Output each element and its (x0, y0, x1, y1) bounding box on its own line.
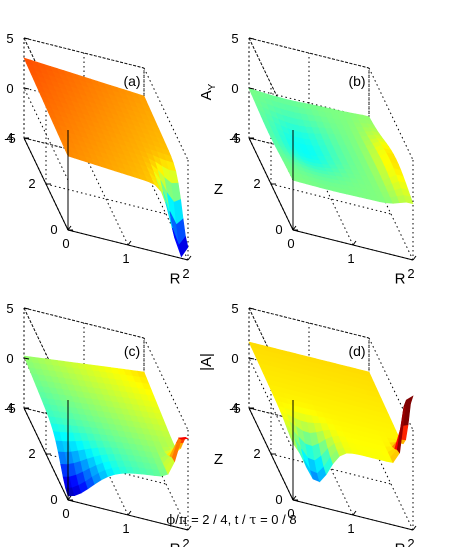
z-tick-label: 2 (28, 176, 35, 191)
r-tick-label: 1 (347, 251, 354, 266)
r-axis-title: R (395, 540, 406, 547)
r-tick-label: 1 (122, 521, 129, 536)
r-tick-label: 1 (347, 521, 354, 536)
grid-line (368, 437, 414, 531)
r-axis-title: R (170, 540, 181, 547)
value-tick-label: 0 (6, 81, 13, 96)
grid-line (143, 167, 189, 261)
caption-slash: / (238, 512, 250, 527)
r-tick (292, 225, 297, 231)
value-tick (23, 307, 30, 310)
value-axis-title: AY (198, 83, 218, 100)
panel-a: -505012024RZAX(a) (4, 31, 192, 287)
panel-label: (d) (348, 343, 365, 359)
value-axis-title: |A| (198, 353, 215, 371)
r-tick-label: 0 (287, 236, 294, 251)
r-tick (187, 255, 192, 261)
z-tick-label: 4 (231, 400, 238, 415)
panel-c: -505012024RZAZ(c) (4, 301, 192, 547)
z-tick-label: 4 (6, 130, 13, 145)
figure-caption: ϕ/π = 2 / 4, t / τ = 0 / 8 (0, 512, 463, 528)
surface-patch (403, 395, 414, 408)
grid-line (368, 337, 414, 431)
z-tick-label: 0 (275, 222, 282, 237)
value-tick-label: 0 (231, 81, 238, 96)
value-tick-label: 5 (6, 301, 13, 316)
r-tick-label: 0 (62, 236, 69, 251)
z-tick-label: 2 (28, 446, 35, 461)
caption-phi-value: = 2 / 4, (187, 512, 235, 527)
caption-slash: / (175, 512, 179, 527)
z-tick-label: 2 (253, 446, 260, 461)
caption-pi-symbol: π (178, 513, 188, 528)
r-tick (292, 495, 297, 501)
r-tick (352, 510, 357, 516)
value-tick (248, 357, 255, 360)
grid-line (368, 67, 414, 161)
r-tick-label: 0 (62, 506, 69, 521)
value-tick-label: -5 (4, 401, 16, 416)
r-tick-label: 2 (407, 536, 414, 547)
r-tick (412, 525, 417, 531)
panel-b: -5 0 5 0 1 2 0 2 4 R Z AY (b) (198, 31, 417, 287)
r-tick (67, 495, 72, 501)
surface-patch (403, 194, 414, 205)
value-tick (248, 37, 255, 40)
z-tick-label: 2 (253, 176, 260, 191)
value-tick-label: 0 (6, 351, 13, 366)
z-axis-title: Z (214, 181, 223, 198)
value-tick-label: 0 (231, 351, 238, 366)
value-tick (23, 87, 30, 90)
value-tick (23, 37, 30, 40)
r-tick (127, 240, 132, 246)
z-tick-label: 4 (6, 400, 13, 415)
r-tick-label: 1 (122, 251, 129, 266)
caption-phi-symbol: ϕ (166, 513, 176, 528)
caption-t-value: = 0 / 8 (256, 512, 297, 527)
grid-line (143, 67, 189, 161)
z-tick-label: 0 (50, 492, 57, 507)
r-axis-title: R (395, 270, 406, 287)
r-tick (412, 255, 417, 261)
r-tick-label: 2 (407, 266, 414, 281)
grid-line (143, 437, 189, 531)
z-tick-label: 4 (231, 130, 238, 145)
value-tick (248, 307, 255, 310)
z-tick-label: 0 (275, 492, 282, 507)
r-tick-label: 0 (287, 506, 294, 521)
r-tick (67, 225, 72, 231)
panel-d: -5 0 5 0 1 2 0 2 4 R Z |A| (d) (198, 301, 417, 547)
value-tick-label: 5 (6, 31, 13, 46)
value-tick (23, 357, 30, 360)
grid-line (308, 422, 354, 516)
surface-patch (178, 236, 189, 258)
panel-label: (b) (348, 73, 365, 89)
r-axis-title: R (170, 270, 181, 287)
value-tick (248, 87, 255, 90)
value-tick-label: -5 (229, 131, 241, 146)
value-tick-label: 5 (231, 301, 238, 316)
r-tick (127, 510, 132, 516)
grid-line (83, 152, 129, 246)
panel-label: (a) (123, 73, 140, 89)
caption-t-symbol: t (234, 512, 239, 527)
surface-patch (177, 437, 190, 440)
value-tick-label: -5 (229, 401, 241, 416)
r-tick (187, 525, 192, 531)
panel-label: (c) (124, 343, 140, 359)
value-tick-label: -5 (4, 131, 16, 146)
z-tick-label: 0 (50, 222, 57, 237)
r-tick-label: 2 (182, 536, 189, 547)
grid-line (368, 167, 414, 261)
z-axis-title: Z (214, 451, 223, 468)
r-tick (352, 240, 357, 246)
grid-line (143, 337, 189, 431)
value-tick-label: 5 (231, 31, 238, 46)
grid-line (308, 152, 354, 246)
caption-tau-symbol: τ (249, 513, 257, 528)
r-tick-label: 2 (182, 266, 189, 281)
